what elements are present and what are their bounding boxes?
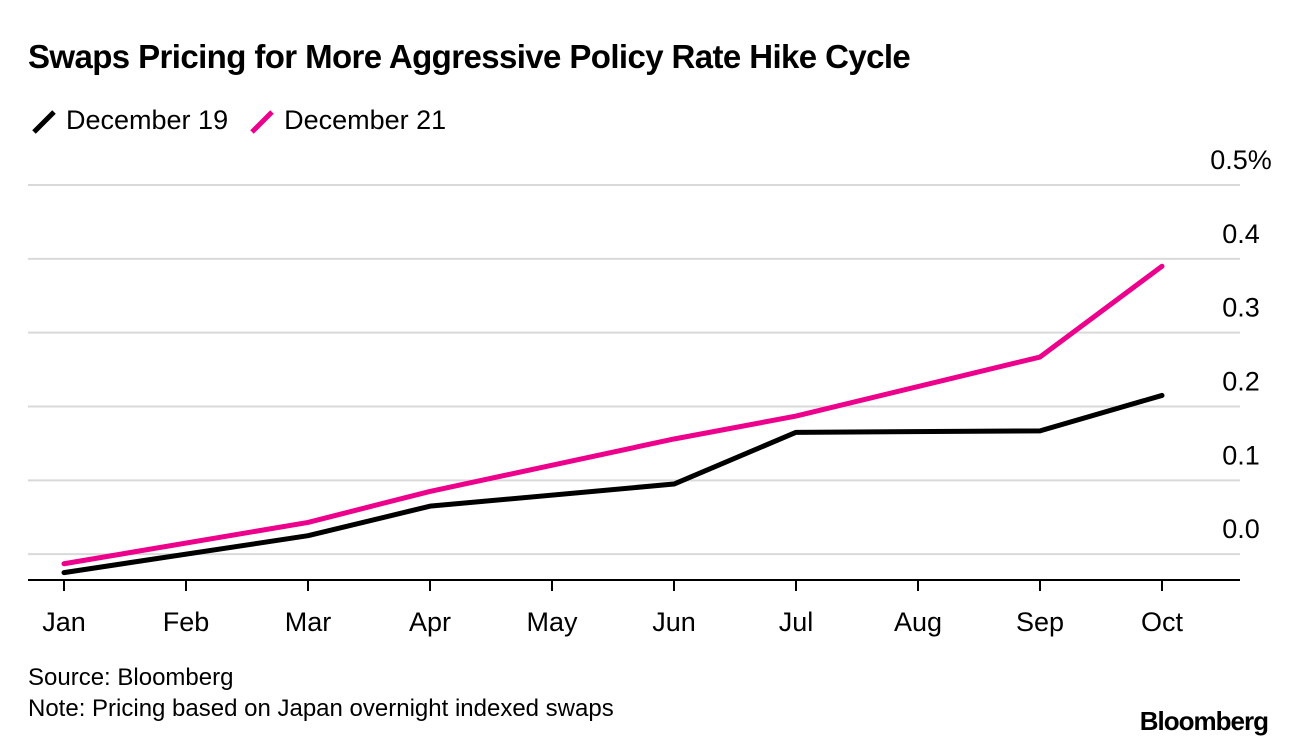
x-tick-label-feb: Feb [163, 607, 210, 637]
x-tick-label-may: May [526, 607, 578, 637]
gridlines [28, 184, 1240, 556]
legend-swatch-december-19 [32, 109, 56, 134]
y-tick-label-0-1: 0.1 [1222, 440, 1260, 470]
y-tick-label-0-2: 0.2 [1222, 366, 1260, 396]
legend: December 19 December 21 [30, 105, 466, 136]
legend-swatch-december-21 [250, 109, 274, 134]
bloomberg-logo: Bloomberg [1139, 706, 1269, 736]
source-note: Source: Bloomberg [28, 664, 234, 691]
y-tick-label-0-0: 0.0 [1222, 514, 1260, 544]
footnote: Note: Pricing based on Japan overnight i… [28, 695, 614, 722]
x-tick-label-oct: Oct [1141, 607, 1184, 637]
chart-title: Swaps Pricing for More Aggressive Policy… [28, 38, 911, 75]
legend-label-december-21: December 21 [284, 105, 447, 135]
series-line-december-21 [61, 263, 1165, 567]
series-lines [61, 263, 1165, 576]
legend-item-december-21: December 21 [248, 105, 446, 136]
x-tick-label-jan: Jan [42, 607, 86, 637]
x-tick-label-sep: Sep [1016, 607, 1064, 637]
legend-label-december-19: December 19 [66, 105, 229, 135]
x-tick-label-apr: Apr [409, 607, 451, 637]
legend-item-december-19: December 19 [30, 105, 228, 136]
y-axis-labels: 0.0 0.1 0.2 0.3 0.4 0.5% [1210, 145, 1272, 544]
x-tick-label-aug: Aug [894, 607, 942, 637]
x-tick-label-mar: Mar [285, 607, 332, 637]
series-line-december-19 [61, 392, 1165, 576]
x-tick-label-jun: Jun [652, 607, 696, 637]
y-tick-label-0-3: 0.3 [1222, 293, 1260, 323]
x-axis: Jan Feb Mar Apr May Jun Jul Aug Sep Oct [28, 579, 1240, 637]
y-tick-label-0-4: 0.4 [1222, 219, 1260, 249]
x-tick-label-jul: Jul [779, 607, 814, 637]
y-tick-label-0-5: 0.5% [1210, 145, 1272, 175]
